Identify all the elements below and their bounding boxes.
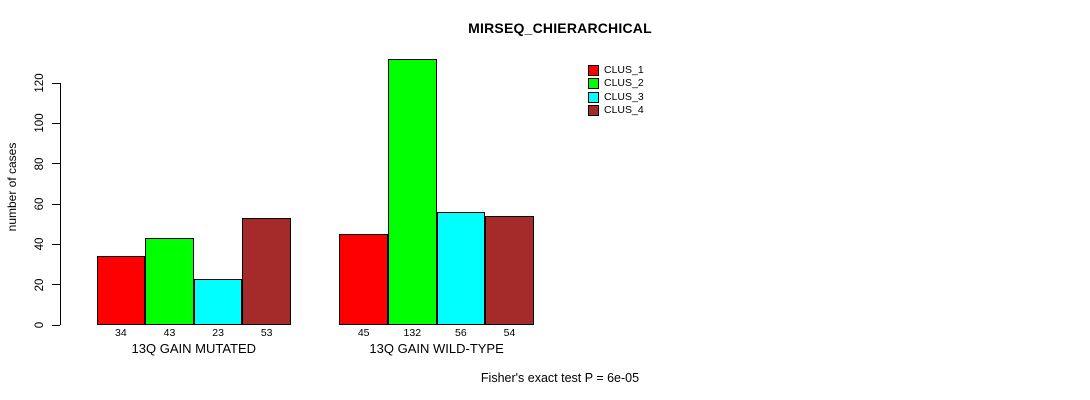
chart-title: MIRSEQ_CHIERARCHICAL xyxy=(468,20,652,36)
bar-CLUS_1 xyxy=(96,256,146,325)
y-tick-mark xyxy=(52,203,60,205)
y-tick-label: 20 xyxy=(34,278,46,292)
y-tick-label: 100 xyxy=(34,113,46,133)
bar-value-label: 56 xyxy=(455,327,467,339)
y-tick-mark xyxy=(52,284,60,286)
y-tick-mark xyxy=(52,122,60,124)
bar-CLUS_2 xyxy=(145,238,194,325)
bar-CLUS_2 xyxy=(388,58,437,325)
bar-value-label: 54 xyxy=(503,327,516,339)
bar-value-label: 132 xyxy=(403,327,422,339)
legend-swatch-CLUS_1 xyxy=(588,65,599,76)
y-tick-mark xyxy=(52,163,60,165)
bar-CLUS_4 xyxy=(242,218,291,325)
bar-value-label: 34 xyxy=(115,327,127,339)
y-tick-mark xyxy=(52,324,60,326)
bar-value-label: 43 xyxy=(163,327,176,339)
bar-CLUS_4 xyxy=(485,216,534,325)
bar-CLUS_3 xyxy=(436,212,486,325)
y-tick-label: 60 xyxy=(34,197,46,211)
legend-label-CLUS_1: CLUS_1 xyxy=(604,64,644,76)
y-tick-label: 120 xyxy=(34,73,46,93)
legend-label-CLUS_4: CLUS_4 xyxy=(604,103,644,116)
legend-swatch-CLUS_2 xyxy=(588,78,599,90)
y-tick-mark xyxy=(52,243,60,245)
bar-value-label: 53 xyxy=(260,327,273,339)
fisher-test-note: Fisher's exact test P = 6e-05 xyxy=(480,371,640,385)
y-tick-label: 80 xyxy=(34,157,46,171)
bar-value-label: 45 xyxy=(357,327,370,339)
legend-label-CLUS_2: CLUS_2 xyxy=(604,77,644,90)
legend-label-CLUS_3: CLUS_3 xyxy=(604,90,644,103)
legend-swatch-CLUS_3 xyxy=(588,91,599,103)
y-axis-title: number of cases xyxy=(5,142,19,232)
legend-swatch-CLUS_4 xyxy=(588,104,599,116)
bar-CLUS_3 xyxy=(193,278,243,325)
y-tick-mark xyxy=(52,82,60,84)
x-axis-category-label: 13Q GAIN WILD-TYPE xyxy=(369,341,504,356)
y-axis-line xyxy=(60,83,61,325)
x-axis-category-label: 13Q GAIN MUTATED xyxy=(131,341,257,356)
bar-CLUS_1 xyxy=(339,234,388,325)
y-tick-label: 0 xyxy=(34,321,46,329)
bar-value-label: 23 xyxy=(212,327,224,339)
y-tick-label: 40 xyxy=(34,237,46,251)
